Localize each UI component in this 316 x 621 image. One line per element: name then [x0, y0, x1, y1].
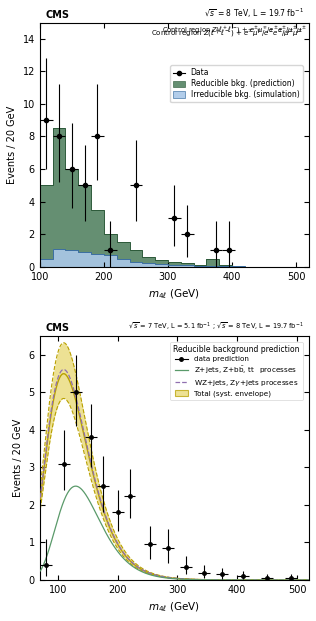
- Text: $\sqrt{s}$ = 8 TeV, L = 19.7 fb$^{-1}$: $\sqrt{s}$ = 8 TeV, L = 19.7 fb$^{-1}$: [204, 7, 304, 20]
- Bar: [117, 258, 130, 266]
- X-axis label: $m_{4\ell}$ (GeV): $m_{4\ell}$ (GeV): [149, 287, 200, 301]
- Text: Control region $Z(\ell^+\ell^-)$ + $e^{\pm}\mu^{\mp}$/$e^{\pm}e^{\pm}$/$\mu^{\pm: Control region $Z(\ell^+\ell^-)$ + $e^{\…: [151, 27, 304, 39]
- Bar: [155, 264, 168, 266]
- Bar: [91, 210, 104, 266]
- Bar: [52, 249, 65, 266]
- Bar: [130, 262, 142, 266]
- Text: Control region $Z(\ell^+\ell^-)$ + $e^{\pm}\mu^{\mp}$/$e^{\pm}e^{\pm}$/$\mu^{\pm: Control region $Z(\ell^+\ell^-)$ + $e^{\…: [162, 25, 307, 36]
- Legend: data prediction, Z+jets, Z+b$\bar{\rm b}$, tt$\,$  processes, WZ+jets, Z$\gamma$: data prediction, Z+jets, Z+b$\bar{\rm b}…: [170, 342, 303, 401]
- Bar: [155, 260, 168, 266]
- Bar: [65, 169, 78, 266]
- Bar: [78, 252, 91, 266]
- X-axis label: $m_{4\ell}$ (GeV): $m_{4\ell}$ (GeV): [149, 601, 200, 614]
- Bar: [104, 255, 117, 266]
- Bar: [206, 258, 219, 266]
- Bar: [168, 262, 181, 266]
- Bar: [78, 185, 91, 266]
- Y-axis label: Events / 20 GeV: Events / 20 GeV: [13, 419, 23, 497]
- Bar: [142, 263, 155, 266]
- Bar: [104, 234, 117, 266]
- Bar: [181, 265, 194, 266]
- Bar: [91, 253, 104, 266]
- Bar: [194, 265, 206, 266]
- Text: $\sqrt{s}$ = 7 TeV, L = 5.1 fb$^{-1}$ ; $\sqrt{s}$ = 8 TeV, L = 19.7 fb$^{-1}$: $\sqrt{s}$ = 7 TeV, L = 5.1 fb$^{-1}$ ; …: [128, 321, 304, 333]
- Text: CMS: CMS: [45, 10, 69, 20]
- Bar: [117, 242, 130, 266]
- Bar: [168, 265, 181, 266]
- Legend: Data, Reducible bkg. (prediction), Irreducible bkg. (simulation): Data, Reducible bkg. (prediction), Irred…: [170, 65, 302, 102]
- Y-axis label: Events / 20 GeV: Events / 20 GeV: [7, 106, 17, 184]
- Bar: [181, 263, 194, 266]
- Bar: [40, 258, 52, 266]
- Bar: [130, 250, 142, 266]
- Bar: [40, 185, 52, 266]
- Text: CMS: CMS: [45, 324, 69, 333]
- Bar: [142, 257, 155, 266]
- Bar: [52, 129, 65, 266]
- Bar: [65, 250, 78, 266]
- Bar: [219, 265, 232, 266]
